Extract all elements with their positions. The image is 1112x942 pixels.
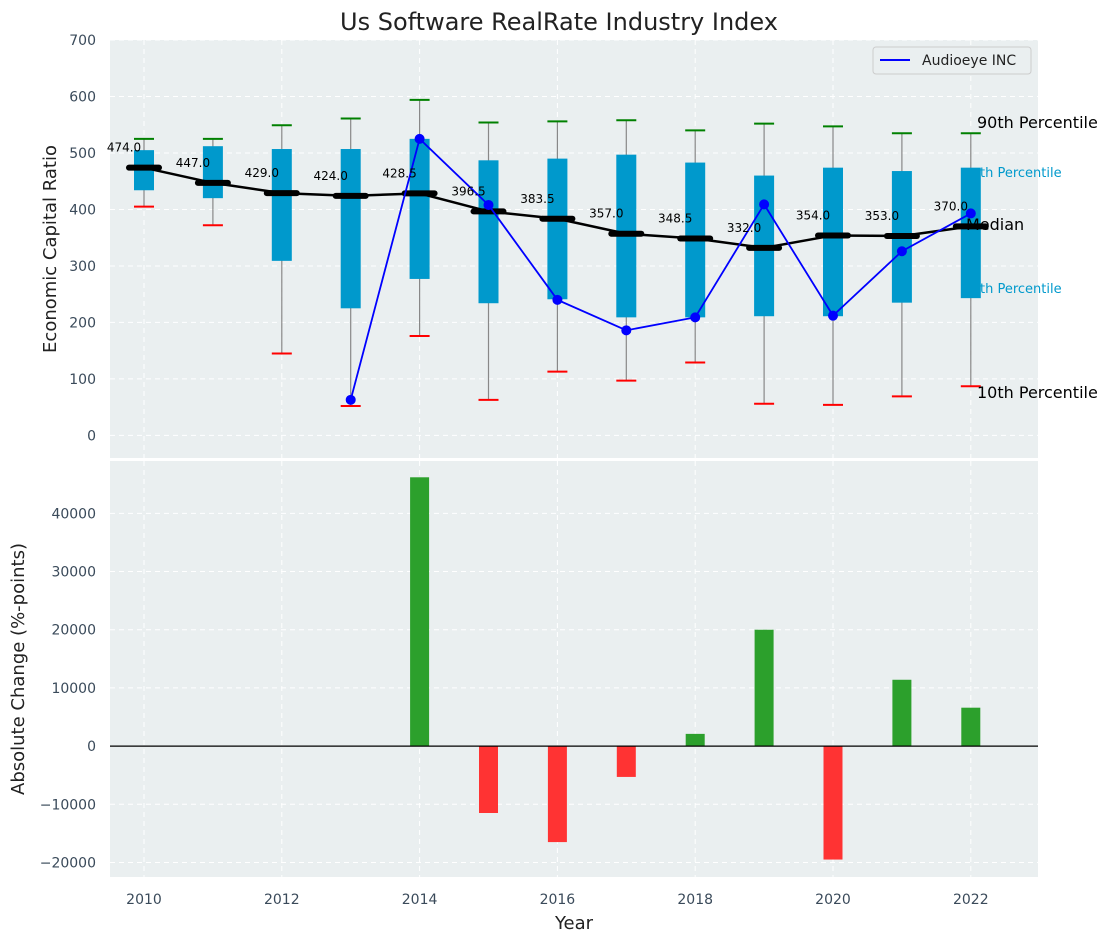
bottom-y-tick-label: −20000	[40, 855, 96, 871]
company-series	[345, 133, 976, 405]
change-bar	[410, 477, 430, 747]
iqr-box	[960, 167, 981, 299]
company-point	[965, 208, 976, 219]
p25-label: th Percentile	[980, 282, 1062, 297]
median-value-label: 370.0	[934, 199, 968, 213]
percentile-labels: 90th Percentile th Percentile Median th …	[966, 113, 1098, 402]
median-value-label: 429.0	[245, 166, 279, 180]
company-point	[345, 394, 356, 405]
bottom-y-tick-label: 30000	[51, 565, 96, 581]
top-y-tick-label: 0	[87, 428, 96, 444]
company-point	[621, 325, 632, 336]
company-point	[483, 199, 494, 210]
iqr-box	[823, 167, 843, 317]
change-bar	[892, 679, 912, 747]
change-bar	[823, 746, 843, 860]
iqr-box	[202, 146, 223, 199]
median-value-label: 428.5	[382, 166, 416, 180]
iqr-box	[271, 149, 292, 261]
x-tick-label: 2020	[815, 892, 851, 908]
company-line	[349, 137, 972, 401]
company-point	[414, 133, 425, 144]
bottom-y-axis-label: Absolute Change (%-points)	[8, 543, 29, 795]
top-y-tick-label: 700	[69, 33, 96, 49]
change-bar	[479, 746, 498, 813]
median-value-label: 348.5	[658, 212, 692, 226]
top-y-tick-label: 600	[69, 89, 96, 105]
median-line-group	[126, 164, 989, 251]
p75-label: th Percentile	[980, 166, 1062, 181]
median-value-label: 424.0	[314, 169, 348, 183]
bottom-y-tick-label: 0	[87, 739, 96, 755]
change-bar	[685, 733, 705, 747]
company-point	[759, 199, 770, 210]
x-tick-label: 2022	[953, 892, 989, 908]
top-y-tick-label: 200	[69, 315, 96, 331]
median-label: Median	[966, 215, 1024, 234]
x-axis-label: Year	[554, 913, 594, 934]
median-value-label: 354.0	[796, 208, 830, 222]
x-tick-label: 2012	[264, 892, 300, 908]
median-value-label: 396.5	[451, 184, 485, 198]
bottom-plot-area	[110, 461, 1038, 877]
bottom-y-tick-label: 20000	[51, 623, 96, 639]
bottom-y-tick-label: −10000	[40, 797, 96, 813]
top-y-tick-label: 100	[69, 372, 96, 388]
company-point	[690, 312, 701, 323]
legend-box	[872, 46, 1032, 75]
x-tick-label: 2016	[540, 892, 576, 908]
median-value-label: 474.0	[107, 141, 141, 155]
iqr-box	[340, 149, 361, 309]
p10-label: 10th Percentile	[977, 383, 1098, 402]
top-y-tick-label: 300	[69, 259, 96, 275]
top-y-ticks: 0 100 200 300 400 500 600 700	[69, 33, 96, 444]
top-y-tick-label: 500	[69, 146, 96, 162]
median-value-label: 383.5	[520, 192, 554, 206]
median-value-label: 447.0	[176, 156, 210, 170]
change-bar	[547, 746, 567, 843]
median-value-label: 357.0	[589, 207, 623, 221]
change-bar	[754, 629, 774, 747]
company-point	[896, 246, 907, 257]
company-point	[552, 294, 563, 305]
top-y-axis-label: Economic Capital Ratio	[40, 145, 61, 353]
change-bar	[961, 707, 981, 747]
iqr-box	[478, 160, 499, 304]
x-tick-label: 2010	[126, 892, 162, 908]
x-tick-label: 2014	[402, 892, 438, 908]
x-tick-label: 2018	[677, 892, 713, 908]
top-y-tick-label: 400	[69, 202, 96, 218]
legend: Audioeye INC	[872, 46, 1032, 75]
bottom-y-ticks: −20000 −10000 0 10000 20000 30000 40000	[40, 506, 96, 871]
median-value-label: 353.0	[865, 209, 899, 223]
change-bar	[616, 746, 636, 777]
iqr-box	[409, 138, 430, 279]
change-bars	[410, 477, 981, 860]
bottom-x-ticks: 2010 2012 2014 2016 2018 2020 2022	[126, 892, 988, 908]
median-value-label: 332.0	[727, 221, 761, 235]
top-plot-area	[110, 40, 1038, 458]
iqr-box	[547, 158, 568, 300]
legend-label-audioeye: Audioeye INC	[922, 53, 1016, 69]
bottom-y-tick-label: 10000	[51, 681, 96, 697]
company-point	[828, 310, 838, 321]
bottom-y-tick-label: 40000	[51, 506, 96, 522]
p90-label: 90th Percentile	[977, 113, 1098, 132]
median-labels: 474.0 447.0 429.0 424.0 428.5 396.5 383.5 357.0…	[107, 141, 968, 235]
chart-title: Us Software RealRate Industry Index	[340, 8, 778, 36]
